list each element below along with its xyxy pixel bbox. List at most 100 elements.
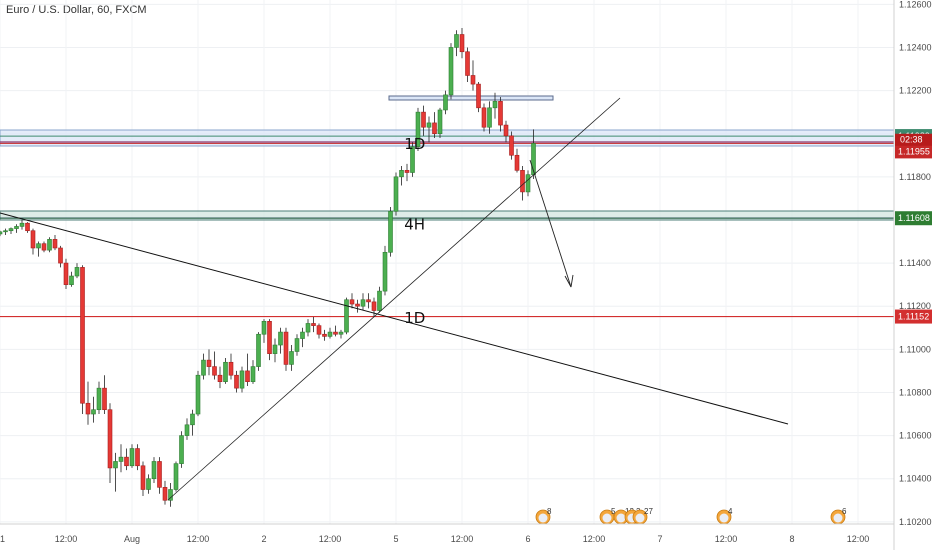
candle-body [267,321,272,354]
candle-body [223,361,228,382]
candle-body [162,487,168,501]
candle-body [14,226,19,229]
candle-body [113,461,118,469]
candle-body [437,109,443,134]
candle-body [492,101,498,109]
candle-body [525,174,531,193]
price-tick-label: 1.12200 [899,86,932,96]
time-tick-label: 12:00 [715,534,738,544]
trendlines [0,97,789,501]
price-tick-label: 1.12400 [899,42,932,52]
candle-body [74,267,80,277]
candle-body [107,409,113,469]
candle-body [487,107,492,128]
event-count: 8 [547,507,552,516]
candle-body [404,170,410,173]
time-tick-label: 5 [393,534,398,544]
ascending-trendline [167,97,621,501]
event-flag-inner [538,513,548,523]
candle-body [465,51,470,76]
candle-body [481,107,487,128]
candle-body [421,111,426,128]
price-tick-label: 1.10200 [899,517,932,527]
time-tick-label: 12:00 [583,534,606,544]
economic-event-marker[interactable]: 8 [535,507,552,525]
price-levels [0,135,894,318]
candle-body [355,303,360,307]
candle-body [52,239,58,249]
candle-body [316,325,322,335]
time-axis[interactable]: 31 12:00 Aug 12:00 2 12:00 5 12:00 6 12:00 7 12:00 8… [0,534,869,544]
support-zone-4h [0,210,894,221]
candle-body [327,331,333,337]
price-axis[interactable]: 1.126001.124001.122001.120001.118001.116… [899,0,932,527]
support-resistance-zones [0,95,894,221]
candle-body [459,34,465,53]
candle-body [58,247,63,264]
candle-body [85,402,91,415]
candle-body [426,122,432,128]
candle-body [509,135,514,156]
candle-body [179,435,184,464]
candle-body [63,262,69,285]
price-badge-label: 1.11955 [898,146,930,156]
candle-body [19,222,25,227]
neckline-box [388,95,554,101]
candle-body [443,94,448,111]
candle-body [0,231,3,235]
event-flag-inner [602,513,612,523]
candle-body [322,333,327,337]
time-tick-label: 12:00 [847,534,870,544]
event-flag-inner [833,513,843,523]
time-tick-label: 6 [525,534,530,544]
candle-body [129,448,135,467]
candle-body [69,275,74,285]
event-flag-inner [635,513,645,523]
candle-body [476,83,481,109]
price-tick-label: 1.10600 [899,431,932,441]
candle-body [140,465,146,490]
candle-body [234,374,239,389]
candle-body [289,351,294,365]
candle-body [201,359,206,376]
candle-body [448,47,454,96]
candle-body [118,456,124,462]
candle-body [283,331,289,365]
candle-body [256,333,261,367]
event-count: 6 [842,507,847,516]
price-tick-label: 1.11200 [899,301,931,311]
economic-event-marker[interactable]: 4 [716,507,733,525]
projection-arrow-head [564,274,574,288]
chart-title: Euro / U.S. Dollar, 60, FXCM [6,4,147,16]
candle-body [294,338,300,352]
candle-body [250,366,256,382]
time-tick-label: 8 [789,534,794,544]
candle-body [349,299,355,305]
candle-body [311,323,316,326]
time-tick-label: 31 [0,534,5,544]
candle-body [305,323,311,333]
candle-body [212,366,217,376]
candle-body [278,331,283,346]
candle-body [338,331,344,335]
price-tick-label: 1.11000 [899,344,931,354]
candle-body [146,478,151,490]
event-markers[interactable]: 851222746 [535,507,847,525]
timeframe-label: 4H [404,216,425,234]
price-tick-label: 1.11400 [899,258,931,268]
candle-body [245,370,250,382]
projection-arrow-line [529,159,572,288]
candle-body [300,331,305,339]
annotations: 1D 4H 1D [404,135,425,327]
candle-body [514,154,520,171]
descending-trendline [0,212,789,425]
candle-body [190,413,195,426]
candle-body [168,489,173,501]
candle-body [91,409,96,415]
candle-body [36,243,41,249]
event-count: 4 [728,507,733,516]
price-badge [895,309,932,324]
price-tick-label: 1.12600 [899,0,932,9]
